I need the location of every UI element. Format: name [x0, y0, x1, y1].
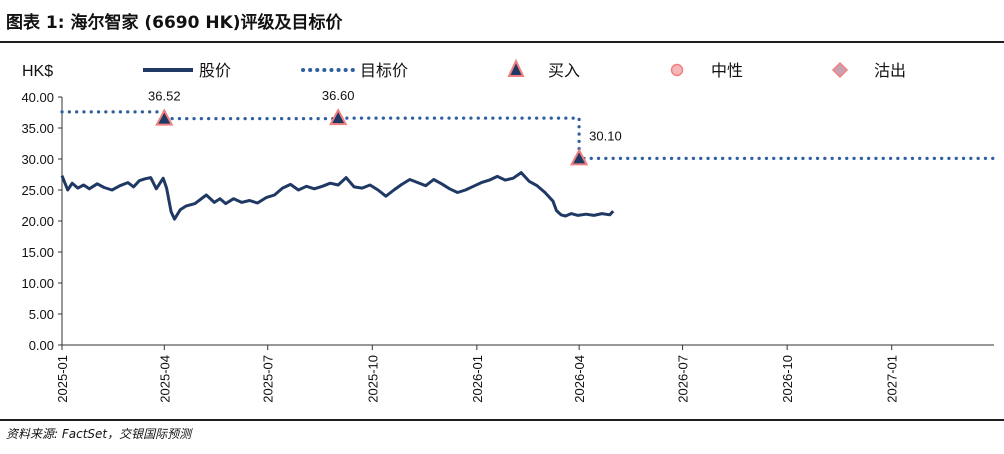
- target-price-line: [60, 110, 995, 160]
- x-tick-label: 2027-01: [885, 355, 900, 403]
- y-tick-label: 15.00: [21, 245, 54, 260]
- y-tick-label: 30.00: [21, 152, 54, 167]
- buy-rating-marker: [329, 107, 348, 126]
- x-tick-label: 2025-01: [55, 355, 70, 403]
- y-tick-label: 0.00: [29, 338, 54, 353]
- neutral-circle-icon: [670, 63, 684, 77]
- buy-rating-marker: [569, 148, 589, 166]
- y-tick-label: 20.00: [21, 214, 54, 229]
- x-tick-label: 2025-10: [365, 355, 380, 403]
- plot-area: 36.52 36.60 30.10: [60, 88, 995, 221]
- x-tick-label: 2026-07: [676, 355, 691, 403]
- target-price-label: 36.60: [322, 88, 355, 103]
- y-tick-label: 35.00: [21, 121, 54, 136]
- y-tick-label: 5.00: [29, 307, 54, 322]
- footer-rule: [0, 419, 1004, 421]
- buy-rating-marker: [155, 108, 174, 126]
- y-tick-label: 40.00: [21, 90, 54, 105]
- legend: HK$ 股价 目标价 买入 中性 沽出: [22, 58, 906, 80]
- target-price-label: 30.10: [589, 128, 622, 143]
- axes: 0.00 5.00 10.00 15.00 20.00 25.00 30.00 35.00 40…: [21, 90, 994, 403]
- legend-price-label: 股价: [199, 62, 231, 80]
- x-tick-label: 2026-10: [780, 355, 795, 403]
- x-tick-label: 2025-07: [261, 355, 276, 403]
- y-tick-label: 10.00: [21, 276, 54, 291]
- y-tick-label: 25.00: [21, 183, 54, 198]
- legend-target-label: 目标价: [360, 62, 408, 80]
- legend-sell-label: 沽出: [874, 62, 906, 80]
- x-tick-label: 2026-01: [470, 355, 485, 403]
- y-unit-label: HK$: [22, 63, 53, 80]
- title-rule: [0, 41, 1004, 43]
- x-tick-label: 2025-04: [157, 355, 172, 403]
- legend-neutral-label: 中性: [711, 62, 743, 80]
- legend-buy-label: 买入: [548, 62, 580, 80]
- buy-triangle-icon: [507, 58, 525, 77]
- sell-diamond-icon: [831, 61, 849, 79]
- x-tick-label: 2026-04: [572, 355, 587, 403]
- price-target-chart: HK$ 股价 目标价 买入 中性 沽出 0.00 5.00 10.00 15.00 20…: [21, 58, 995, 403]
- chart-title: 图表 1: 海尔智家 (6690 HK)评级及目标价: [6, 13, 343, 33]
- source-note: 资料来源: FactSet，交银国际预测: [6, 427, 192, 441]
- target-price-label: 36.52: [148, 89, 181, 104]
- stock-price-line: [60, 171, 615, 221]
